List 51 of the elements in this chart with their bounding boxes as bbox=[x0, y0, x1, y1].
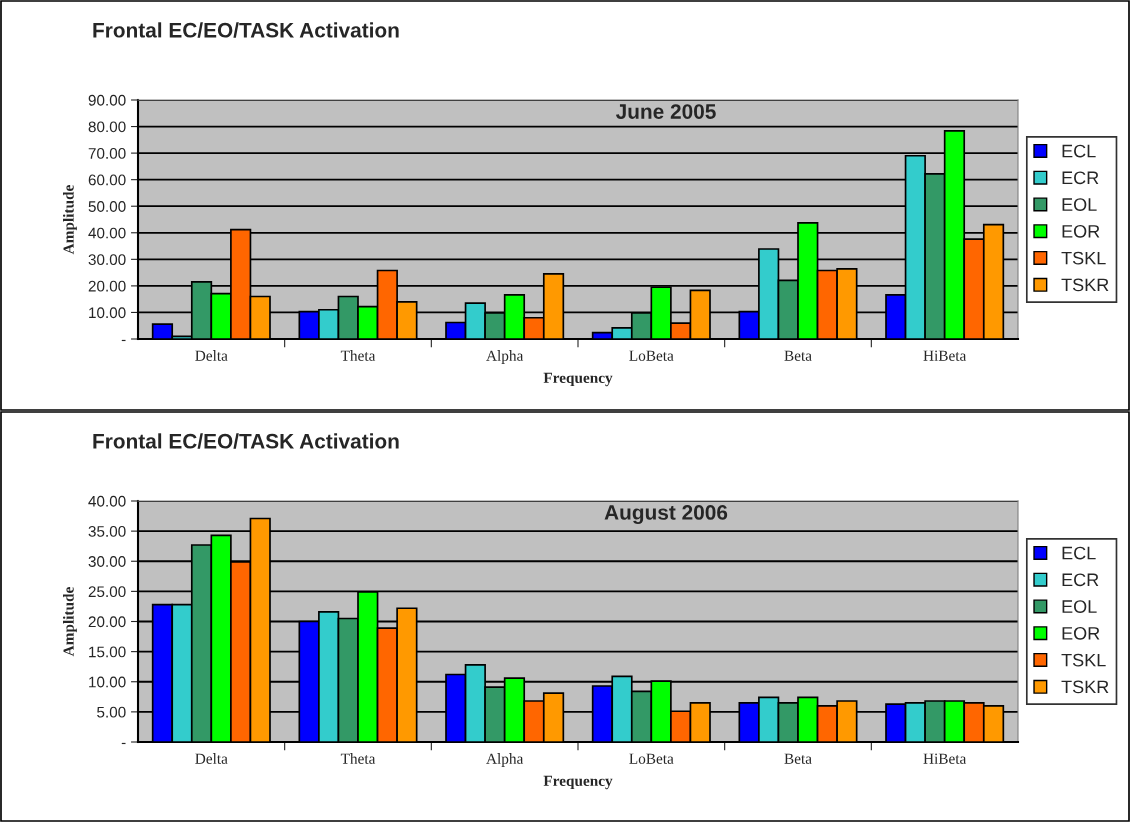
y-tick-label: 40.00 bbox=[88, 227, 126, 239]
legend-label: ECR bbox=[1062, 171, 1099, 185]
chart-title: Frontal EC/EO/TASK Activation bbox=[93, 22, 399, 38]
y-axis-title: Amplitude bbox=[63, 185, 77, 255]
y-tick-label: 25.00 bbox=[88, 586, 126, 598]
chart-title: Frontal EC/EO/TASK Activation bbox=[93, 433, 399, 449]
y-tick-label: 70.00 bbox=[88, 147, 126, 159]
x-tick-label: Theta bbox=[340, 350, 376, 361]
y-tick-label: 30.00 bbox=[88, 254, 126, 266]
chart-subtitle: August 2006 bbox=[604, 505, 728, 525]
x-tick-label: LoBeta bbox=[629, 753, 674, 764]
x-tick-label: Alpha bbox=[486, 753, 524, 767]
y-tick-label: - bbox=[121, 742, 126, 745]
x-axis-title: Frequency bbox=[543, 775, 613, 790]
legend-label: ECL bbox=[1062, 546, 1096, 560]
y-tick-label: 40.00 bbox=[88, 495, 126, 507]
y-tick-label: 10.00 bbox=[89, 676, 126, 688]
y-tick-label: 20.00 bbox=[88, 616, 126, 628]
legend-label: TSKR bbox=[1061, 680, 1109, 694]
y-tick-label: 15.00 bbox=[89, 646, 126, 658]
legend-label: ECL bbox=[1062, 144, 1096, 158]
y-tick-label: 30.00 bbox=[88, 556, 126, 567]
x-tick-label: Delta bbox=[195, 753, 228, 764]
y-tick-label: 50.00 bbox=[88, 201, 126, 212]
x-tick-label: HiBeta bbox=[923, 350, 967, 361]
legend-label: EOL bbox=[1062, 600, 1097, 613]
y-tick-label: 10.00 bbox=[89, 307, 126, 319]
x-tick-label: Theta bbox=[340, 753, 376, 764]
y-axis-title: Amplitude bbox=[63, 587, 77, 657]
legend-label: EOR bbox=[1062, 224, 1100, 238]
legend-label: EOL bbox=[1062, 198, 1097, 211]
legend-label: TSKR bbox=[1061, 278, 1109, 292]
y-tick-label: 80.00 bbox=[88, 121, 126, 133]
y-tick-label: 60.00 bbox=[88, 174, 126, 186]
x-axis-title: Frequency bbox=[543, 372, 613, 387]
legend-label: EOR bbox=[1062, 626, 1100, 640]
legend-label: ECR bbox=[1062, 573, 1099, 587]
y-tick-label: - bbox=[121, 339, 126, 342]
y-tick-label: 20.00 bbox=[88, 280, 126, 292]
x-tick-label: Alpha bbox=[486, 350, 524, 364]
chart-subtitle: June 2005 bbox=[615, 104, 716, 119]
y-tick-label: 35.00 bbox=[88, 525, 126, 537]
y-tick-label: 90.00 bbox=[88, 94, 126, 106]
legend-label: TSKL bbox=[1061, 251, 1106, 265]
legend-label: TSKL bbox=[1061, 653, 1106, 667]
y-tick-label: 5.00 bbox=[97, 706, 126, 718]
x-tick-label: Beta bbox=[784, 350, 812, 361]
x-tick-label: HiBeta bbox=[923, 753, 967, 764]
x-tick-label: LoBeta bbox=[629, 350, 674, 361]
x-tick-label: Delta bbox=[195, 350, 228, 361]
x-tick-label: Beta bbox=[784, 753, 812, 764]
